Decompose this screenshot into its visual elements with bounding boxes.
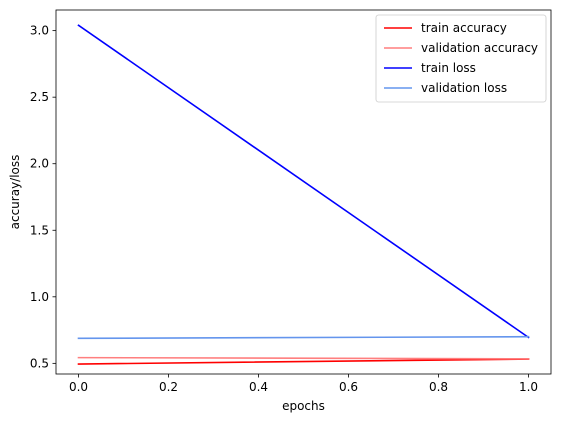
y-tick-label: 1.0 (30, 290, 49, 304)
series-line-train-accuracy (77, 358, 530, 365)
x-tick-label: 0.0 (69, 380, 88, 394)
plot-frame (55, 9, 552, 375)
y-tick-label: 0.5 (30, 356, 49, 370)
y-tick-label: 2.0 (30, 157, 49, 171)
x-tick-label: 0.4 (249, 380, 268, 394)
x-tick-label: 0.2 (159, 380, 178, 394)
series-line-train-loss (77, 24, 530, 339)
legend-label: validation loss (421, 81, 507, 95)
x-tick-label: 0.6 (339, 380, 358, 394)
y-tick-label: 1.5 (30, 223, 49, 237)
legend-box (375, 14, 547, 103)
legend: train accuracy validation accuracy train l… (375, 14, 547, 103)
series-layer (77, 24, 530, 365)
y-tick-label: 3.0 (30, 24, 49, 38)
legend-label: train accuracy (421, 21, 507, 35)
x-tick-label: 1.0 (519, 380, 538, 394)
legend-label: validation accuracy (421, 41, 538, 55)
legend-label: train loss (421, 61, 476, 75)
x-axis-label: epochs (282, 399, 325, 413)
y-axis-label: accuray/loss (8, 155, 22, 230)
series-line-validation-accuracy (77, 356, 530, 360)
series-line-validation-loss (77, 335, 530, 340)
x-axis: 0.0 0.2 0.4 0.6 0.8 1.0 (69, 374, 538, 394)
x-tick-label: 0.8 (429, 380, 448, 394)
y-axis: 0.5 1.0 1.5 2.0 2.5 3.0 (30, 24, 56, 370)
y-tick-label: 2.5 (30, 90, 49, 104)
